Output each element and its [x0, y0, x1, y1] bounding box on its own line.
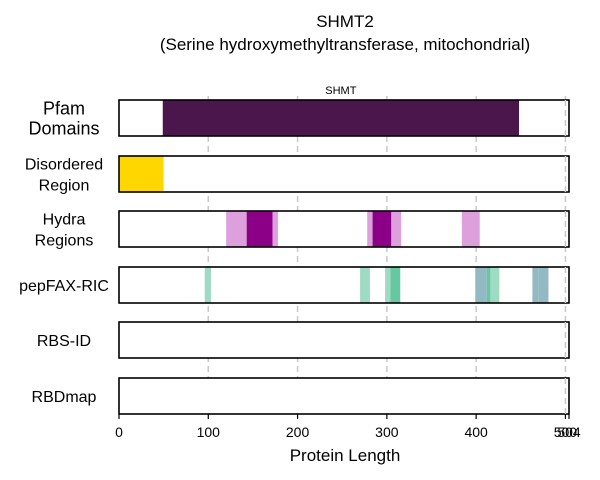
- track-frame: [118, 266, 570, 304]
- track: RBS-ID: [37, 321, 570, 359]
- track-label: RBS-ID: [37, 333, 91, 350]
- track-segment: [475, 267, 487, 303]
- track-segment: [385, 267, 391, 303]
- track-frame: [118, 210, 570, 248]
- x-axis-label: Protein Length: [290, 446, 401, 465]
- track-label: pepFAX-RIC: [19, 278, 109, 295]
- track-segment: [532, 267, 539, 303]
- x-tick-label: 200: [286, 424, 310, 440]
- x-tick-label: 300: [375, 424, 399, 440]
- track-segment: [246, 211, 273, 247]
- track-frame: [118, 321, 570, 359]
- track-segment: [272, 211, 278, 247]
- track-segment: [538, 267, 549, 303]
- grid-lines: [207, 96, 567, 414]
- track-label: Domains: [28, 118, 99, 138]
- track-segment: [372, 211, 392, 247]
- track-segment: [461, 211, 480, 247]
- track-segment: [490, 267, 500, 303]
- chart-title: SHMT2: [316, 12, 374, 31]
- track-segment: [119, 156, 164, 192]
- track-frame: [118, 155, 570, 193]
- segment-label: SHMT: [325, 85, 356, 97]
- x-tick-label: 400: [464, 424, 488, 440]
- chart-subtitle: (Serine hydroxymethyltransferase, mitoch…: [160, 35, 530, 54]
- track-label: Disordered: [25, 156, 103, 173]
- track-label: Region: [39, 177, 90, 194]
- x-tick-label: 500: [554, 424, 578, 440]
- x-tick-label: 504: [557, 424, 581, 440]
- track-background: [119, 267, 569, 303]
- track-background: [119, 211, 569, 247]
- track-label: Regions: [35, 232, 94, 249]
- track-segment: [486, 267, 491, 303]
- track-background: [119, 156, 569, 192]
- track-segment: [390, 267, 401, 303]
- x-tick-label: 0: [115, 424, 123, 440]
- track-label: RBDmap: [32, 389, 97, 406]
- track: Hydra Regions: [35, 210, 570, 249]
- track-label: Pfam: [43, 98, 85, 118]
- track-segment: [204, 267, 211, 303]
- track-segment: [162, 100, 519, 136]
- track-background: [119, 378, 569, 414]
- track-background: [119, 322, 569, 358]
- track: pepFAX-RIC: [19, 266, 570, 304]
- track-segment: [360, 267, 370, 303]
- track-frame: [118, 377, 570, 415]
- track-frame: [118, 99, 570, 137]
- track-label: Hydra: [43, 211, 86, 228]
- track: RBDmap: [32, 377, 570, 415]
- track-segment: [226, 211, 247, 247]
- track-segment: [367, 211, 373, 247]
- track-segment: [391, 211, 402, 247]
- track: Disordered Region: [25, 155, 570, 194]
- x-tick-label: 100: [197, 424, 221, 440]
